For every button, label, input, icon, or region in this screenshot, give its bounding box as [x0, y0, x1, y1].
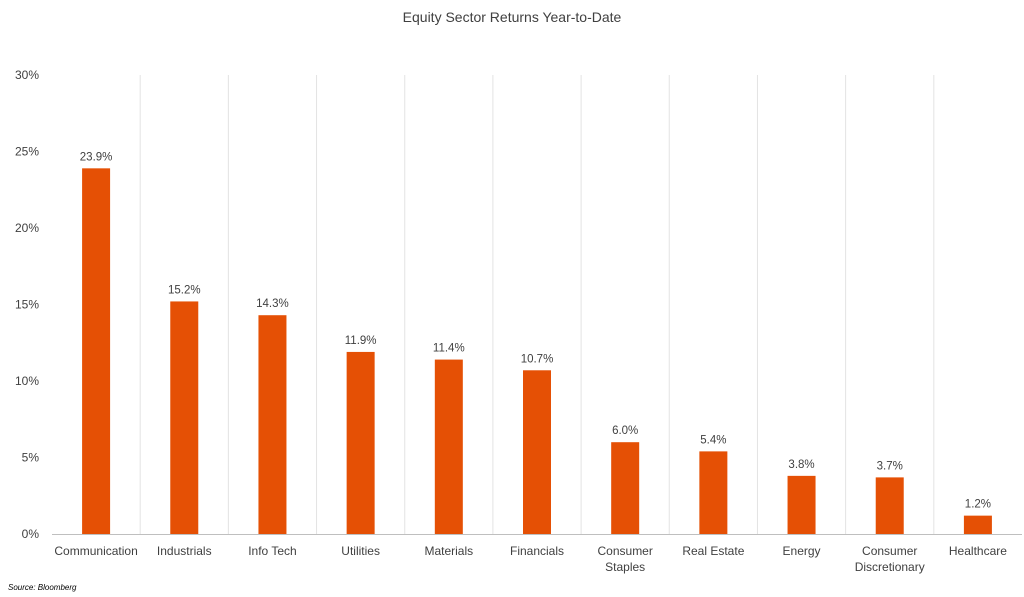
x-tick-label: Communication: [54, 544, 137, 558]
x-tick-label: Healthcare: [949, 544, 1007, 558]
data-label: 5.4%: [700, 434, 726, 446]
data-label: 3.7%: [877, 460, 903, 472]
bar: [523, 370, 551, 534]
x-tick-label-line: Consumer: [862, 544, 917, 558]
x-tick-label-line: Communication: [54, 544, 137, 558]
gridlines: [139, 75, 935, 534]
y-tick-label: 10%: [15, 374, 39, 388]
x-tick-label: Materials: [424, 544, 473, 558]
bar: [346, 351, 375, 534]
x-tick-label: Real Estate: [682, 544, 744, 558]
x-tick-label-line: Utilities: [341, 544, 380, 558]
x-tick-label-line: Industrials: [157, 544, 212, 558]
x-tick-label: Consumer Discretionary: [855, 544, 925, 574]
chart-title: Equity Sector Returns Year-to-Date: [403, 9, 622, 25]
x-tick-label-line: Info Tech: [248, 544, 296, 558]
x-tick-label-line: Consumer: [598, 544, 653, 558]
data-label: 14.3%: [256, 298, 289, 310]
source-note: Source: Bloomberg: [8, 583, 77, 592]
x-tick-label-line: Real Estate: [682, 544, 744, 558]
x-tick-label: Info Tech: [248, 544, 296, 558]
bar: [258, 315, 287, 534]
x-tick-label-line: Staples: [605, 560, 645, 574]
y-tick-label: 0%: [22, 527, 40, 541]
bar-series: [82, 168, 992, 534]
data-label: 23.9%: [80, 151, 113, 163]
bar: [963, 515, 992, 534]
x-tick-label-line: Discretionary: [855, 560, 925, 574]
x-tick-label-line: Healthcare: [949, 544, 1007, 558]
y-tick-label: 15%: [15, 298, 39, 312]
bar: [787, 475, 816, 534]
x-tick-label: Financials: [510, 544, 564, 558]
data-label: 1.2%: [965, 499, 991, 511]
x-tick-label-line: Materials: [424, 544, 473, 558]
data-label: 11.9%: [345, 335, 377, 347]
x-tick-label: Utilities: [341, 544, 380, 558]
bar: [875, 477, 904, 534]
data-label: 11.4%: [433, 343, 465, 355]
y-tick-label: 5%: [22, 451, 40, 465]
y-tick-label: 30%: [15, 68, 39, 82]
x-tick-label-line: Energy: [783, 544, 821, 558]
x-axis: Communication Industrials Info Tech Utiliti…: [52, 534, 1022, 574]
x-tick-label-line: Financials: [510, 544, 564, 558]
bar: [434, 359, 463, 534]
y-axis: 0% 5% 10% 15% 20% 25% 30%: [15, 68, 39, 541]
x-tick-label: Energy: [783, 544, 821, 558]
data-labels: 23.9% 15.2% 14.3% 11.9% 11.4% 10.7% 6.0% 5.4% 3.…: [80, 151, 991, 510]
bar: [82, 168, 111, 534]
data-label: 10.7%: [521, 353, 554, 365]
y-tick-label: 25%: [15, 145, 39, 159]
data-label: 6.0%: [612, 425, 638, 437]
bar: [699, 451, 728, 534]
bar: [611, 442, 640, 534]
data-label: 15.2%: [168, 284, 201, 296]
x-tick-label: Industrials: [157, 544, 212, 558]
y-tick-label: 20%: [15, 221, 39, 235]
x-tick-label: Consumer Staples: [598, 544, 653, 574]
bar: [170, 301, 199, 534]
data-label: 3.8%: [788, 459, 814, 471]
